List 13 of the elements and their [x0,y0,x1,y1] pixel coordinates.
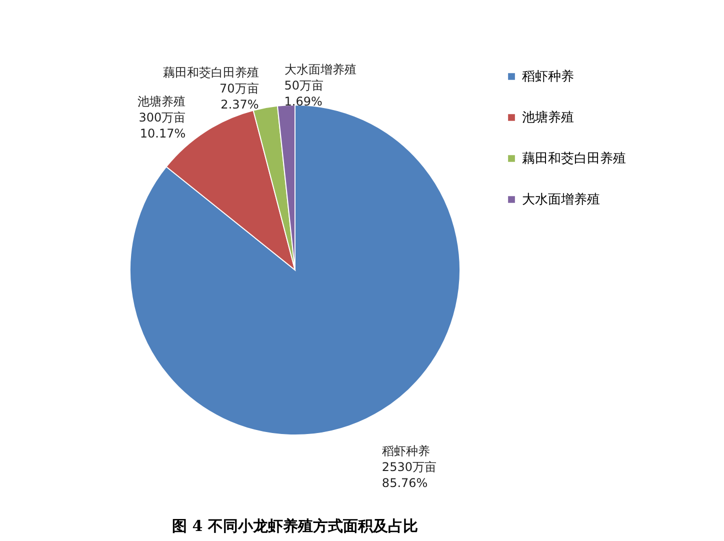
slice-label: 稻虾种养 [382,444,430,458]
legend-label: 池塘养殖 [522,110,574,126]
text: 图 4 不同小龙虾养殖方式面积及占比 [172,517,418,536]
data-label: 300万亩 10.17% [138,110,186,140]
slice-label: 大水面增养殖 [284,62,356,76]
data-label: 50万亩 1.69% [284,78,324,108]
legend-label: 大水面增养殖 [522,192,600,208]
data-label: 70万亩 2.37% [220,81,259,112]
legend-label: 藕田和茭白田养殖 [522,150,626,166]
legend-label: 稻虾种养 [522,68,574,84]
slice-label: 池塘养殖 [138,94,186,108]
slice-label: 藕田和茭白田养殖 [162,65,259,80]
data-label: 2530万亩 85.76% [382,460,436,490]
